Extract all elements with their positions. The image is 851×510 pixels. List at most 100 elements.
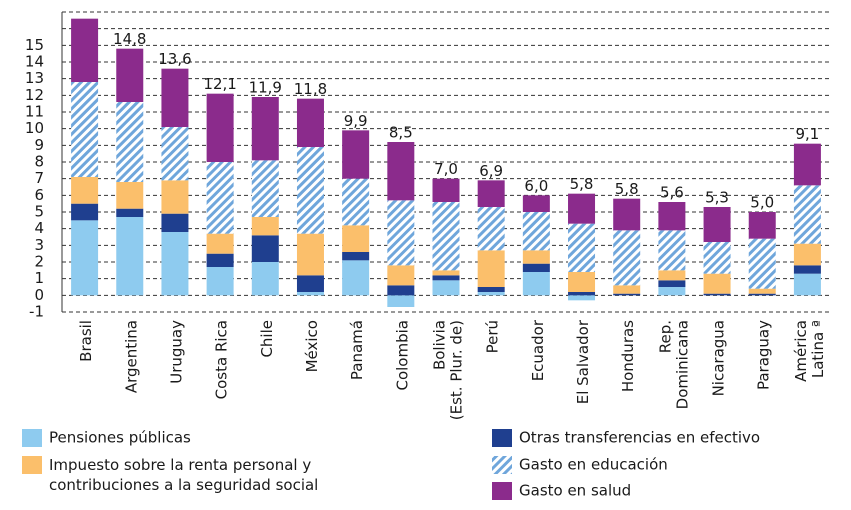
bar-segment bbox=[116, 217, 144, 296]
bar-segment bbox=[71, 203, 99, 221]
bar-segment bbox=[568, 295, 596, 301]
bar-segment bbox=[296, 233, 324, 276]
y-tick-label: 2 bbox=[34, 253, 44, 271]
bar-segment bbox=[568, 292, 596, 296]
bar-segment bbox=[116, 102, 144, 182]
x-tick-label: Panamá bbox=[348, 320, 366, 380]
bar-segment bbox=[613, 230, 641, 286]
x-tick-label: Colombia bbox=[393, 320, 411, 391]
bar-segment bbox=[658, 230, 686, 271]
bar-segment bbox=[296, 147, 324, 234]
legend-label: Otras transferencias en efectivo bbox=[519, 429, 760, 447]
y-tick-label: 12 bbox=[25, 86, 44, 104]
x-tick-label: Bolivia(Est. Plur. de) bbox=[430, 320, 465, 420]
legend-swatch bbox=[22, 429, 42, 447]
bar-segment bbox=[522, 272, 550, 296]
bar-segment bbox=[658, 202, 686, 231]
bar-segment bbox=[71, 177, 99, 204]
total-label: 11,8 bbox=[294, 80, 327, 98]
bar-segment bbox=[793, 265, 821, 274]
bar-segment bbox=[251, 217, 279, 236]
total-label: 13,6 bbox=[158, 50, 191, 68]
bar-segment bbox=[477, 287, 505, 292]
bar-segment bbox=[161, 232, 189, 296]
bar-segment bbox=[522, 195, 550, 212]
bar-segment bbox=[296, 275, 324, 292]
total-label: 9,1 bbox=[795, 125, 819, 143]
y-tick-label: -1 bbox=[29, 303, 44, 321]
x-tick-label: Argentina bbox=[122, 320, 140, 393]
x-tick-label: Paraguay bbox=[755, 320, 773, 390]
total-label: 6,0 bbox=[524, 177, 548, 195]
bar-segment bbox=[793, 243, 821, 266]
x-tick-label: Uruguay bbox=[167, 320, 185, 384]
x-tick-label: El Salvador bbox=[574, 319, 592, 404]
bar-segment bbox=[342, 252, 370, 261]
bar-segment bbox=[703, 207, 731, 242]
y-tick-label: 8 bbox=[34, 153, 44, 171]
bar-segment bbox=[206, 253, 234, 267]
bar-segment bbox=[161, 68, 189, 127]
bar-segment bbox=[116, 48, 144, 102]
x-tick-label: AméricaLatina ª bbox=[791, 320, 826, 382]
total-label: 5,3 bbox=[705, 189, 729, 207]
bar-segment bbox=[658, 270, 686, 281]
y-tick-label: 1 bbox=[34, 269, 44, 287]
legend-swatch bbox=[492, 429, 512, 447]
x-tick-label: Rep.Dominicana bbox=[656, 320, 691, 409]
y-tick-label: 3 bbox=[34, 236, 44, 254]
total-label: 7,0 bbox=[434, 160, 458, 178]
bar-segment bbox=[748, 238, 776, 289]
bar-segment bbox=[161, 180, 189, 214]
bar-segment bbox=[568, 223, 596, 272]
y-tick-label: 13 bbox=[25, 69, 44, 87]
bar-segment bbox=[748, 293, 776, 296]
bar-segment bbox=[387, 200, 415, 266]
bar-segment bbox=[432, 280, 460, 296]
bar-segment bbox=[477, 180, 505, 207]
bar-segment bbox=[568, 272, 596, 292]
bar-segment bbox=[477, 250, 505, 287]
bar-segment bbox=[658, 287, 686, 296]
bar-segment bbox=[342, 225, 370, 252]
legend-swatch bbox=[492, 456, 512, 474]
total-label: 9,9 bbox=[344, 112, 368, 130]
total-label: 5,0 bbox=[750, 194, 774, 212]
bar-segment bbox=[251, 262, 279, 296]
bar-segment bbox=[161, 127, 189, 181]
bar-segment bbox=[387, 285, 415, 296]
total-label: 8,5 bbox=[389, 124, 413, 142]
bar-segment bbox=[613, 198, 641, 231]
y-tick-label: 5 bbox=[34, 203, 44, 221]
bar-segment bbox=[522, 250, 550, 264]
bar-segment bbox=[703, 293, 731, 296]
bar-segment bbox=[432, 275, 460, 281]
bar-segment bbox=[432, 270, 460, 276]
bar-segment bbox=[161, 213, 189, 232]
bar-segment bbox=[251, 160, 279, 217]
bar-segment bbox=[251, 235, 279, 262]
bar-segment bbox=[793, 273, 821, 296]
bar-segment bbox=[342, 260, 370, 296]
bar-segment bbox=[432, 202, 460, 271]
total-label: 5,8 bbox=[570, 175, 594, 193]
bar-segment bbox=[477, 207, 505, 251]
total-label: 14,8 bbox=[113, 30, 146, 48]
bar-segment bbox=[342, 178, 370, 226]
x-tick-label: Honduras bbox=[619, 320, 637, 392]
y-tick-label: 9 bbox=[34, 136, 44, 154]
total-label: 11,9 bbox=[249, 79, 282, 97]
y-tick-label: 11 bbox=[25, 103, 44, 121]
bar-segment bbox=[206, 267, 234, 296]
total-label: 6,9 bbox=[479, 162, 503, 180]
bar-segment bbox=[342, 130, 370, 179]
x-tick-label: Costa Rica bbox=[213, 320, 231, 399]
bar-segment bbox=[748, 288, 776, 294]
y-tick-label: 15 bbox=[25, 36, 44, 54]
total-label: 5,6 bbox=[660, 184, 684, 202]
bar-segment bbox=[748, 212, 776, 239]
x-tick-label: México bbox=[303, 320, 321, 372]
bar-segment bbox=[116, 208, 144, 217]
bar-segment bbox=[658, 280, 686, 287]
